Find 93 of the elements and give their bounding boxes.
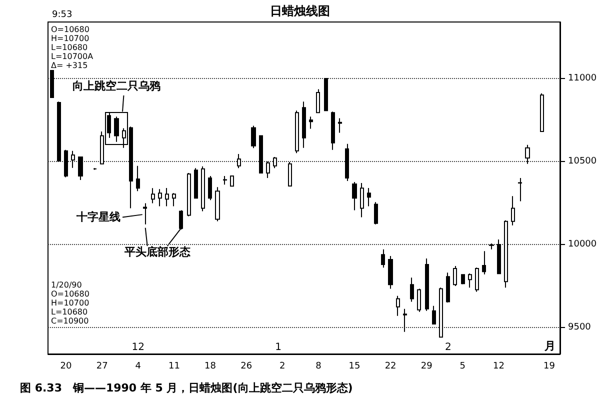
candlestick: [403, 308, 407, 332]
candlestick: [360, 182, 364, 218]
candlestick: [425, 258, 429, 312]
candlestick: [367, 188, 371, 207]
x-tick-label: 29: [420, 362, 433, 372]
x-tick-label: 12: [492, 362, 504, 372]
candlestick: [518, 178, 522, 202]
candlestick: [201, 166, 205, 212]
candlestick: [122, 128, 126, 148]
annotation: O=10680 H=10700 L=10680 L=10700A Δ= +315: [51, 25, 94, 70]
candlestick: [223, 176, 227, 186]
candlestick: [352, 182, 357, 211]
annotation: 2: [445, 342, 452, 353]
candlestick: [273, 156, 277, 169]
candlestick: [417, 288, 421, 312]
x-tick-label: 15: [348, 362, 360, 372]
candlestick: [511, 196, 515, 226]
candlestick: [461, 274, 465, 285]
candlestick: [172, 192, 176, 207]
candlestick: [309, 116, 313, 130]
annotation: 1/20/90 O=10680 H=10700 L=10680 C=10900: [51, 280, 90, 326]
candlestick: [151, 188, 155, 204]
annotation: 十字星线: [76, 210, 121, 224]
x-tick-label: 2: [280, 362, 286, 372]
candlestick: [114, 116, 119, 142]
candlestick: [71, 150, 75, 168]
candlestick: [295, 110, 299, 154]
candlestick: [64, 149, 68, 178]
annotation: 平头底部形态: [123, 246, 192, 259]
candlestick: [446, 272, 450, 304]
candlestick: [237, 153, 241, 169]
candlestick: [475, 267, 479, 292]
candlestick: [432, 305, 436, 324]
text: 9:53: [52, 10, 72, 20]
x-tick-label: 20: [60, 362, 72, 372]
candlestick: [251, 125, 256, 149]
y-tick-label: 10000: [568, 239, 597, 250]
annotation: 12: [132, 342, 145, 353]
candlestick: [107, 112, 111, 138]
candlestick: [324, 78, 328, 112]
x-tick-label: 26: [240, 362, 252, 372]
candlestick: [50, 70, 54, 98]
candlestick: [194, 168, 198, 199]
candlestick: [338, 118, 342, 134]
chart-title: 日蜡烛线图: [270, 4, 330, 18]
y-tick-label: 9500: [568, 322, 592, 332]
x-tick-label: 4: [135, 362, 142, 372]
candlestick: [158, 188, 162, 207]
y-tick-label: 11000: [568, 73, 597, 84]
candlestick: [489, 242, 494, 250]
candlestick: [259, 135, 263, 174]
x-tick-label: 27: [96, 362, 108, 372]
candlestick: [388, 256, 393, 290]
candlestick: [165, 188, 169, 207]
candlestick: [143, 202, 147, 225]
candlestick: [525, 144, 530, 164]
candlestick: [439, 287, 443, 338]
candlestick: [215, 186, 220, 222]
x-tick-label: 19: [543, 362, 556, 372]
y-tick-label: 10500: [568, 156, 597, 166]
caption: 图 6.33 铜——1990 年 5 月，日蜡烛图(向上跳空二只乌鸦形态): [20, 382, 353, 394]
candlestick: [187, 172, 191, 217]
candlestick: [504, 220, 508, 288]
candlestick: [208, 176, 212, 201]
candlestick: [302, 101, 306, 148]
x-tick-label: 18: [204, 362, 216, 372]
x-tick-label: 22: [384, 362, 396, 372]
x-tick-label: 5: [460, 362, 466, 372]
candlestick: [78, 156, 83, 181]
candlestick: [100, 131, 104, 164]
candlestick: [381, 248, 385, 268]
candlestick: [331, 111, 335, 150]
annotation: 月: [544, 340, 556, 352]
candlestick: [57, 101, 61, 162]
candlestick: [374, 202, 378, 225]
annotation: 1: [275, 342, 282, 353]
candlestick: [482, 250, 486, 275]
candlestick: [316, 88, 320, 114]
candlestick: [345, 143, 349, 182]
candlestick: [453, 266, 457, 286]
candlestick: [468, 272, 472, 288]
candlestick: [136, 165, 140, 192]
candlestick: [266, 160, 270, 179]
candlestick: [410, 277, 414, 302]
x-tick-label: 8: [316, 362, 322, 372]
candlestick: [129, 126, 133, 209]
x-tick-label: 11: [168, 362, 180, 372]
candlestick: [540, 92, 544, 132]
candlestick: [497, 238, 501, 274]
candlestick: [396, 295, 400, 316]
candlestick: [230, 176, 234, 187]
annotation: 向上跳空二只乌鸦: [72, 80, 161, 93]
candlestick: [288, 161, 292, 187]
